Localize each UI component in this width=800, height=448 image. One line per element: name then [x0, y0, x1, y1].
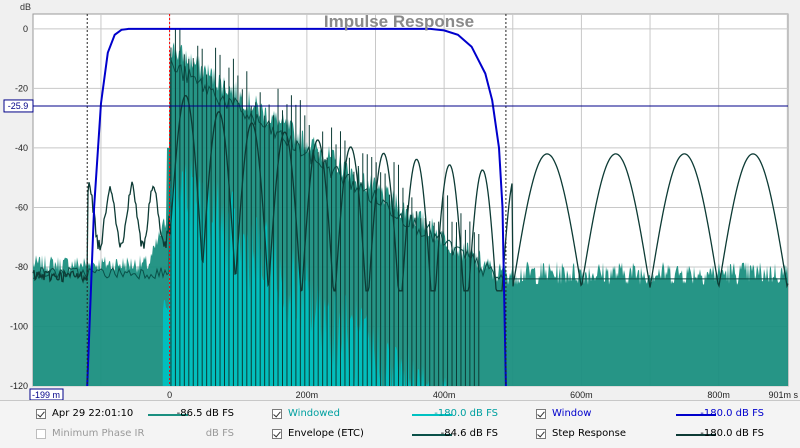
y-tick-label: -80: [15, 262, 28, 272]
ir-label: Apr 29 22:01:10: [52, 408, 134, 419]
step-value: -180.0 dB FS: [700, 428, 764, 439]
x-tick-label: 400m: [433, 390, 456, 400]
impulse-response-chart[interactable]: -25.9 0 -20 -40 -60 -80 -100 -120 0 200m 400m 600m…: [0, 0, 800, 400]
legend-panel: Apr 29 22:01:10 -86.5 dB FS Windowed -18…: [0, 400, 800, 448]
x-tick-label: 600m: [570, 390, 593, 400]
windowed-swatch: [412, 414, 452, 416]
show-window-checkbox[interactable]: [536, 409, 546, 419]
step-response-line: [32, 94, 789, 292]
ir-swatch: [148, 414, 188, 416]
envelope-line: [33, 59, 787, 281]
window-value: -180.0 dB FS: [700, 408, 764, 419]
envelope-label: Envelope (ETC): [288, 428, 364, 439]
show-windowed-checkbox[interactable]: [272, 409, 282, 419]
y-tick-label: -20: [15, 83, 28, 93]
chart-title: Impulse Response: [324, 12, 474, 31]
window-curve: [86, 27, 507, 387]
y-tick-label: -120: [10, 381, 28, 391]
show-ir-checkbox[interactable]: [36, 409, 46, 419]
x-tick-label: 901m s: [768, 390, 798, 400]
show-step-checkbox[interactable]: [536, 429, 546, 439]
overlays: -25.9: [3, 14, 788, 387]
min-phase-label: Minimum Phase IR: [52, 428, 145, 439]
x-tick-label: 800m: [707, 390, 730, 400]
x-start-box: [29, 388, 64, 400]
y-unit-label: dB: [20, 2, 31, 12]
windowed-area: [162, 156, 506, 386]
traces: [32, 28, 789, 387]
x-start-label: -199 m: [32, 390, 60, 400]
y-tick-label: -40: [15, 143, 28, 153]
envelope-swatch: [412, 434, 452, 436]
show-envelope-checkbox[interactable]: [272, 429, 282, 439]
y-tick-label: -60: [15, 202, 28, 212]
envelope-value: -84.6 dB FS: [440, 428, 498, 439]
window-label: Window: [552, 408, 592, 419]
windowed-value: -180.0 dB FS: [434, 408, 498, 419]
window-swatch: [676, 414, 716, 416]
y-tick-label: -100: [10, 321, 28, 331]
step-swatch: [676, 434, 716, 436]
ir-value: -86.5 dB FS: [176, 408, 234, 419]
cursor-readout-box: [3, 99, 34, 113]
axes: 0 -20 -40 -60 -80 -100 -120 0 200m 400m 600m 800m 90…: [10, 24, 798, 400]
x-tick-label: 0: [167, 390, 172, 400]
cursor-readout-label: -25.9: [8, 101, 29, 111]
y-tick-label: 0: [23, 24, 28, 34]
min-phase-value: dB FS: [205, 428, 234, 439]
show-min-phase-checkbox[interactable]: [36, 429, 46, 439]
step-label: Step Response: [552, 428, 626, 439]
x-tick-label: 200m: [296, 390, 319, 400]
windowed-label: Windowed: [288, 408, 340, 419]
